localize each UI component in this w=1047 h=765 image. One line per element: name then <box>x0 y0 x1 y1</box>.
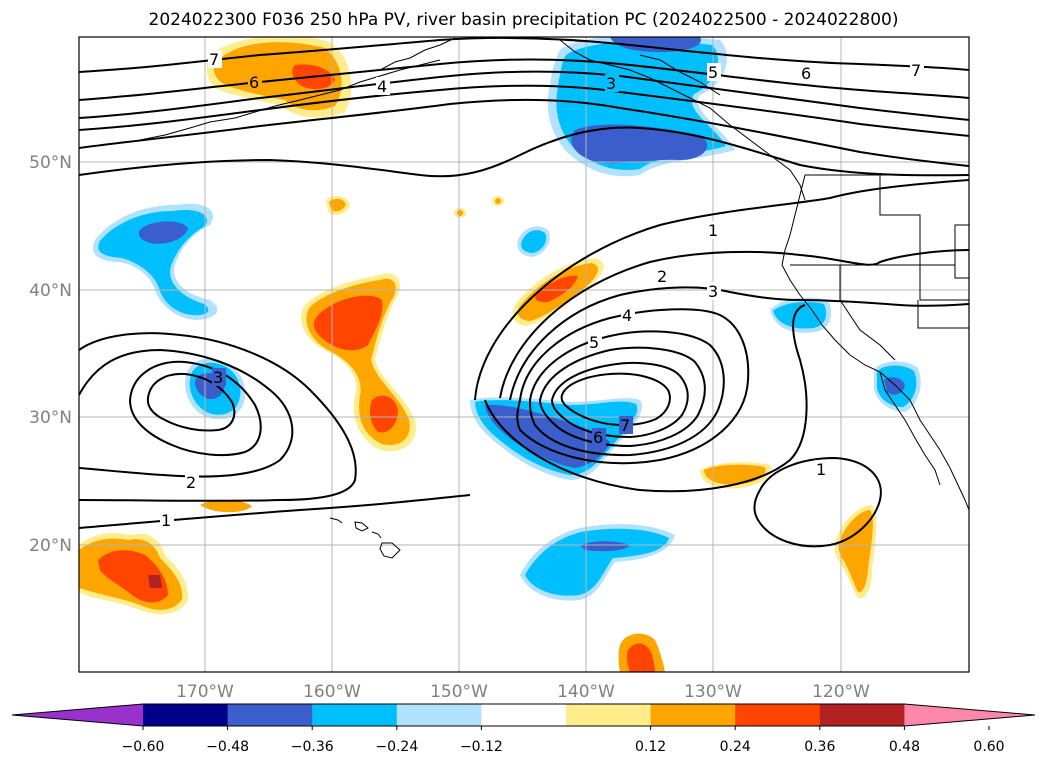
latitude-labels: 50°N 40°N 30°N 20°N <box>29 153 72 556</box>
pv-contour-label: 6 <box>593 428 603 447</box>
lat-label: 20°N <box>29 536 72 556</box>
colorbar-tick-label: −0.60 <box>122 739 165 755</box>
colorbar-segment <box>735 704 821 726</box>
pv-contour-label: 5 <box>589 333 599 352</box>
pv-contour-label: 6 <box>801 64 811 83</box>
pv-contour-label: 4 <box>622 306 632 325</box>
pv-contour-label: 7 <box>911 61 921 80</box>
pv-contour-label: 7 <box>620 416 630 435</box>
lon-label: 160°W <box>303 682 361 702</box>
pv-contour-label: 3 <box>708 282 718 301</box>
pv-contours <box>79 37 969 548</box>
lon-label: 150°W <box>430 682 488 702</box>
colorbar-segment <box>396 704 482 726</box>
pv-contour-label: 4 <box>377 77 387 96</box>
colorbar-tick-label: 0.48 <box>889 739 920 755</box>
colorbar-extend-min <box>12 704 143 726</box>
colorbar-segment <box>227 704 313 726</box>
map-panel <box>79 37 969 672</box>
pv-contour-label: 7 <box>209 50 219 69</box>
pv-contour-label: 3 <box>606 74 616 93</box>
coastlines <box>139 37 969 559</box>
lat-label: 40°N <box>29 281 72 301</box>
colorbar-segment <box>819 704 905 726</box>
colorbar-segment <box>566 704 652 726</box>
lat-label: 50°N <box>29 153 72 173</box>
colorbar-segment <box>650 704 736 726</box>
lat-label: 30°N <box>29 408 72 428</box>
pv-contour-label: 5 <box>708 63 718 82</box>
colorbar-tick-label: −0.36 <box>291 739 334 755</box>
lon-label: 170°W <box>176 682 234 702</box>
pv-contour-labels: 7 6 4 3 5 6 7 1 2 3 4 5 3 2 <box>160 50 924 530</box>
colorbar-tick-label: 0.12 <box>635 739 666 755</box>
lon-label: 120°W <box>812 682 870 702</box>
colorbar-tick-label: −0.12 <box>460 739 503 755</box>
pv-contour-label: 2 <box>186 473 196 492</box>
lon-label: 140°W <box>557 682 615 702</box>
lon-label: 130°W <box>684 682 742 702</box>
colorbar-extend-max <box>904 704 1035 726</box>
pv-contour-label: 1 <box>816 460 826 479</box>
pv-contour-label: 1 <box>161 511 171 530</box>
pv-contour-label: 3 <box>213 368 223 387</box>
pv-contour-label: 6 <box>249 73 259 92</box>
pv-contour-label: 2 <box>657 267 667 286</box>
colorbar-segment <box>312 704 398 726</box>
map-frame <box>78 36 970 673</box>
colorbar-tick-label: 0.36 <box>804 739 835 755</box>
colorbar: −0.60 −0.48 −0.36 −0.24 −0.12 0.12 0.24 0.36 0.4… <box>11 703 1036 755</box>
longitude-labels: 170°W 160°W 150°W 140°W 130°W 120°W <box>176 682 870 702</box>
colorbar-tick-label: −0.48 <box>206 739 249 755</box>
colorbar-segment <box>143 704 229 726</box>
pv-contour-label: 1 <box>708 221 718 240</box>
colorbar-tick-label: 0.60 <box>973 739 1004 755</box>
map-title: 2024022300 F036 250 hPa PV, river basin … <box>148 10 899 30</box>
colorbar-segment <box>481 704 567 726</box>
colorbar-tick-label: −0.24 <box>375 739 418 755</box>
colorbar-tick-label: 0.24 <box>720 739 751 755</box>
graticule <box>79 37 969 672</box>
